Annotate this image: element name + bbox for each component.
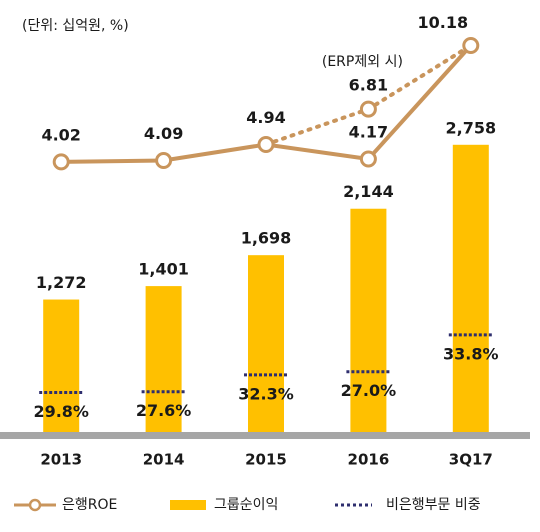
share-label: 32.3%	[238, 384, 294, 403]
roe-value-label: 4.17	[349, 123, 388, 142]
legend-label: 은행ROE	[62, 497, 117, 513]
unit-note: (단위: 십억원, %)	[22, 18, 129, 34]
roe-point	[257, 135, 275, 153]
legend-label: 그룹순이익	[214, 497, 278, 513]
erp-point	[359, 100, 377, 118]
bar-value-label: 1,401	[138, 260, 189, 279]
bar-value-label: 2,758	[445, 118, 496, 137]
share-label: 27.6%	[136, 401, 192, 420]
x-tick-label: 2014	[143, 451, 185, 469]
roe-point	[52, 153, 70, 171]
bar-value-label: 2,144	[343, 182, 394, 201]
roe-point	[155, 152, 173, 170]
bar	[43, 299, 80, 432]
x-tick-label: 3Q17	[449, 451, 493, 469]
x-tick-label: 2013	[40, 451, 82, 469]
x-tick-label: 2015	[245, 451, 287, 469]
share-label: 27.0%	[341, 381, 397, 400]
erp-value-label: 6.81	[349, 76, 388, 95]
bar	[452, 144, 489, 432]
roe-value-label: 4.94	[246, 108, 285, 127]
bar	[350, 208, 387, 432]
bar-value-label: 1,272	[36, 273, 87, 292]
roe-value-label: 4.02	[41, 125, 80, 144]
bar-value-label: 1,698	[241, 229, 292, 248]
roe-value-label: 4.09	[144, 124, 183, 143]
x-tick-label: 2016	[348, 451, 390, 469]
roe-point	[462, 36, 480, 54]
roe-value-label: 10.18	[417, 13, 468, 32]
bar	[145, 286, 182, 432]
roe-point	[359, 150, 377, 168]
legend-swatch	[170, 500, 206, 510]
bar	[248, 255, 284, 432]
share-label: 33.8%	[443, 344, 499, 363]
erp-annotation: (ERP제외 시)	[322, 54, 403, 70]
share-label: 29.8%	[33, 402, 89, 421]
legend-point	[28, 498, 42, 512]
baseline	[0, 432, 530, 439]
legend-label: 비은행부문 비중	[386, 497, 481, 513]
